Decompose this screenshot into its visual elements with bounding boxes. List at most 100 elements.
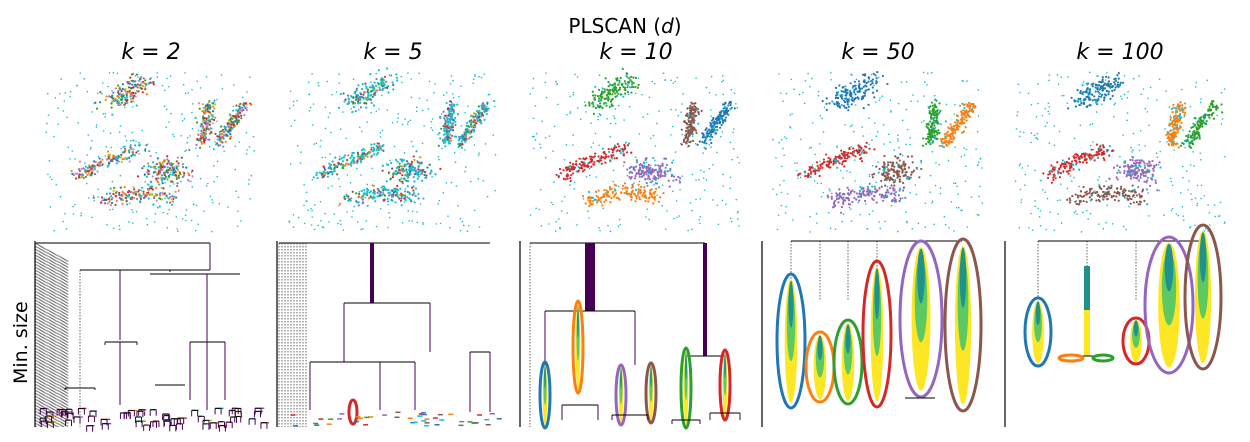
data-point [825, 97, 828, 100]
data-point [400, 195, 403, 198]
data-point [1088, 104, 1091, 107]
data-point [724, 116, 727, 119]
data-point [135, 104, 138, 107]
noise-point [356, 167, 358, 170]
data-point [411, 164, 414, 168]
data-point [347, 195, 350, 198]
noise-point [464, 166, 467, 168]
data-point [953, 121, 957, 124]
noise-point [1053, 229, 1056, 231]
data-point [634, 76, 638, 80]
noise-point [1196, 202, 1199, 205]
noise-point [172, 133, 174, 136]
data-point [630, 191, 634, 194]
noise-point [122, 146, 124, 148]
data-point [234, 120, 237, 123]
noise-point [875, 135, 878, 138]
noise-point [1022, 131, 1025, 134]
noise-point [566, 113, 568, 116]
data-point [952, 135, 955, 138]
noise-point [84, 162, 86, 164]
data-point [237, 108, 240, 111]
data-point [113, 99, 116, 102]
noise-point [241, 96, 244, 99]
noise-point [1104, 79, 1107, 81]
noise-point [623, 119, 625, 121]
data-point [130, 79, 133, 82]
data-point [142, 77, 145, 80]
data-point [416, 174, 420, 177]
noise-point [1144, 107, 1147, 110]
noise-point [315, 142, 318, 145]
data-point [884, 191, 888, 194]
data-point [217, 135, 221, 138]
data-point [456, 113, 459, 116]
noise-point [246, 149, 248, 151]
noise-point [565, 144, 568, 146]
noise-point [60, 78, 63, 80]
noise-point [822, 191, 825, 194]
data-point [358, 192, 361, 195]
noise-point [154, 213, 157, 215]
noise-point [132, 211, 134, 214]
data-point [370, 101, 373, 105]
data-point [896, 173, 899, 176]
noise-point [238, 121, 241, 123]
data-point [146, 169, 150, 172]
data-point [358, 155, 361, 158]
noise-point [313, 143, 315, 145]
noise-point [93, 199, 96, 202]
data-point [963, 111, 967, 114]
data-point [851, 200, 854, 204]
noise-point [311, 216, 314, 218]
data-point [729, 101, 733, 104]
noise-point [312, 124, 314, 126]
noise-point [829, 190, 831, 192]
noise-point [55, 183, 58, 186]
data-point [821, 166, 824, 169]
data-point [336, 173, 339, 176]
data-point [603, 102, 606, 105]
noise-point [638, 180, 641, 183]
data-point [702, 135, 705, 138]
noise-point [1126, 112, 1129, 114]
noise-point [538, 208, 540, 211]
noise-point [871, 164, 874, 167]
noise-point [437, 203, 440, 205]
noise-point [1046, 197, 1049, 200]
noise-point [617, 104, 620, 107]
data-point [115, 199, 118, 202]
data-point [581, 195, 585, 198]
noise-point [957, 193, 959, 195]
data-point [871, 173, 874, 176]
data-point [604, 192, 607, 195]
data-point [862, 149, 865, 152]
data-point [843, 159, 846, 163]
data-point [409, 198, 412, 201]
data-point [693, 119, 696, 122]
data-point [120, 101, 124, 104]
data-point [362, 97, 365, 100]
noise-point [1044, 191, 1047, 194]
data-point [493, 99, 496, 103]
data-point [842, 85, 845, 89]
noise-point [227, 206, 229, 208]
data-point [591, 200, 594, 203]
data-point [649, 166, 652, 169]
noise-point [190, 171, 193, 174]
data-point [327, 172, 330, 175]
data-point [886, 82, 889, 86]
data-point [635, 172, 638, 176]
noise-point [216, 160, 219, 163]
data-point [349, 199, 352, 202]
noise-point [1184, 146, 1186, 149]
noise-point [379, 207, 382, 210]
data-point [608, 92, 611, 95]
noise-point [91, 111, 94, 113]
noise-point [47, 173, 49, 176]
data-point [966, 112, 969, 115]
data-point [627, 142, 631, 145]
data-point [912, 169, 916, 172]
data-point [626, 144, 630, 147]
noise-point [77, 122, 80, 124]
